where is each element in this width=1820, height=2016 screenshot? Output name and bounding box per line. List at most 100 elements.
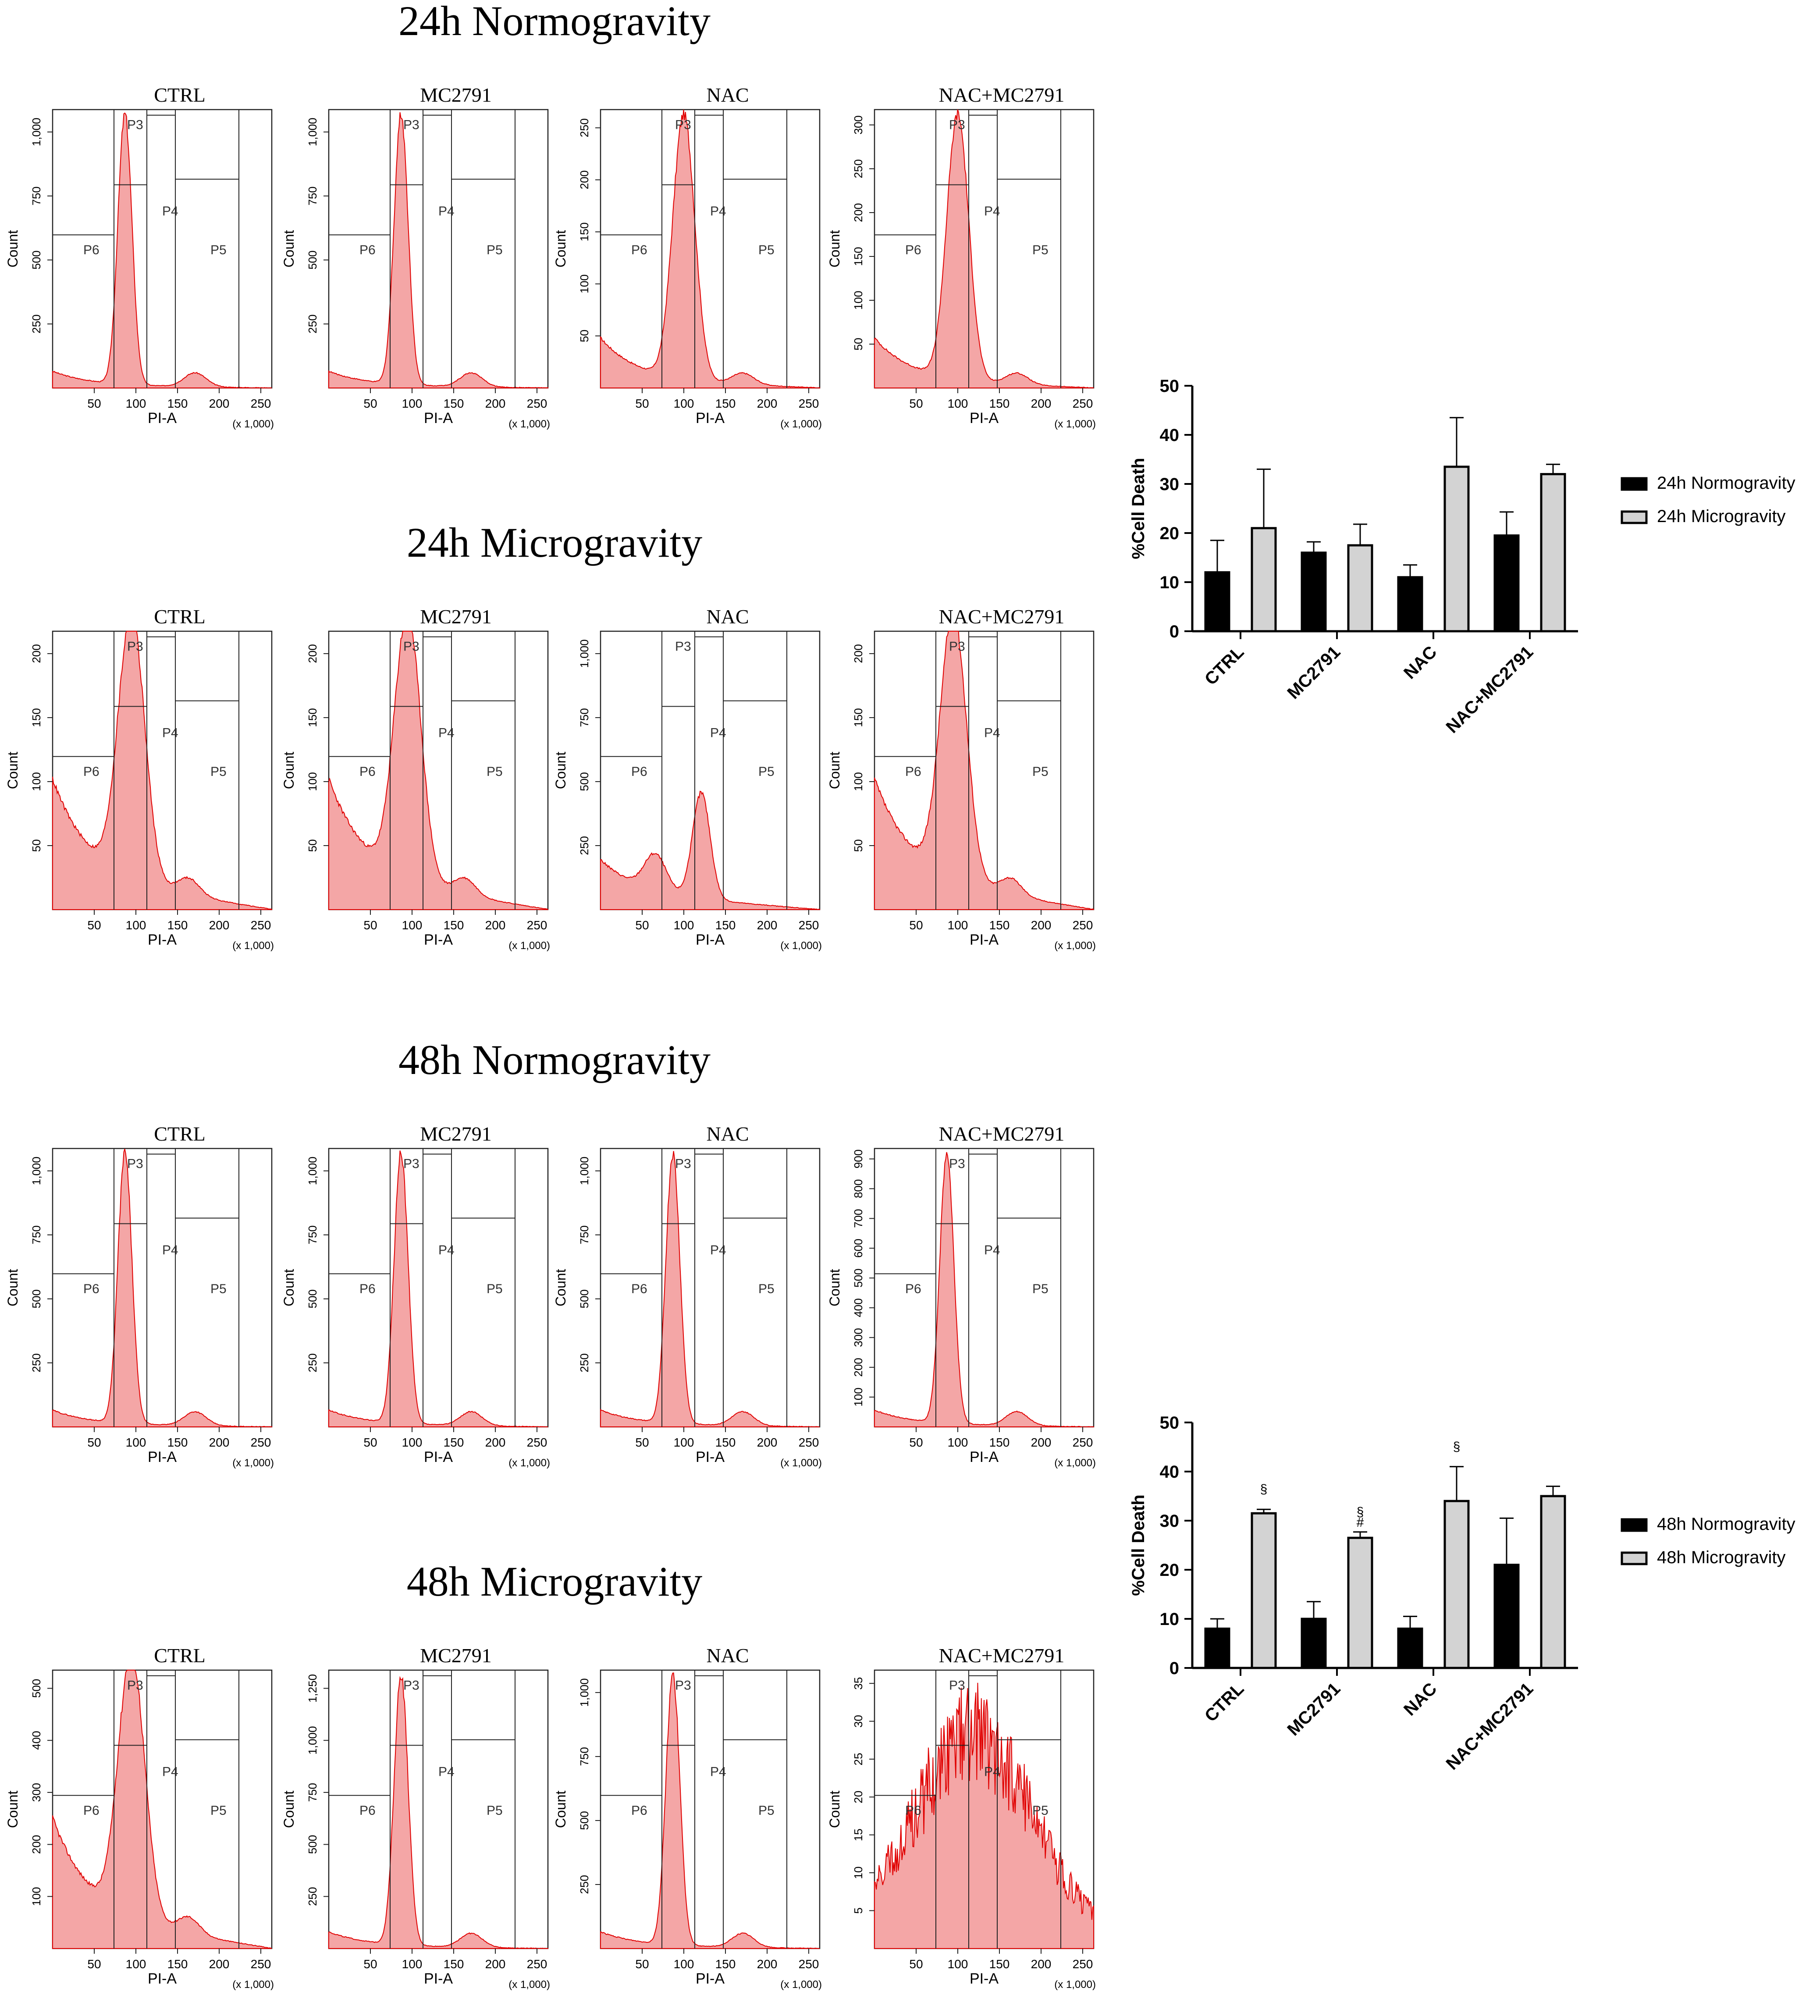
gate-label-p4: P4	[162, 204, 178, 218]
y-tick-label: 50	[30, 839, 43, 852]
x-tick-label: 200	[1031, 918, 1052, 932]
x-tick-label: 50	[87, 397, 101, 410]
gate-label-p6: P6	[359, 764, 376, 779]
x-tick-label: 200	[209, 397, 230, 410]
y-tick-label: 30	[1160, 1511, 1180, 1531]
y-tick-label: 150	[852, 708, 865, 727]
panel-title: CTRL	[154, 1123, 206, 1145]
x-axis-label: PI-A	[970, 1970, 999, 1987]
x-tick-label: 100	[126, 1957, 146, 1971]
y-tick-label: 800	[852, 1179, 865, 1198]
category-label: MC2791	[1283, 642, 1344, 703]
y-tick-label: 20	[852, 1791, 865, 1803]
gate-label-p6: P6	[905, 1282, 921, 1296]
gate-label-p5: P5	[210, 764, 227, 779]
legend-swatch	[1621, 1551, 1648, 1565]
histogram-trace	[600, 109, 820, 389]
histogram-panel-3-0: CTRL P3 P4 P5 P6 50 100 150 200 250 PI-A (x 1,000) 1…	[5, 1644, 274, 1991]
panel-title: MC2791	[420, 605, 492, 628]
y-tick-label: 1,000	[306, 1157, 319, 1185]
gate-label-p4: P4	[162, 1243, 178, 1257]
y-axis-label: %Cell Death	[1129, 1494, 1148, 1596]
x-tick-label: 50	[363, 397, 377, 410]
gate-label-p3: P3	[949, 1156, 965, 1171]
y-tick-label: 150	[852, 247, 865, 266]
gate-label-p6: P6	[359, 1282, 376, 1296]
x-tick-label: 50	[87, 918, 101, 932]
bar-normogravity	[1493, 1564, 1520, 1669]
gate-label-p6: P6	[83, 243, 100, 257]
histogram-trace	[52, 1670, 272, 1949]
y-tick-label: 400	[852, 1298, 865, 1317]
y-tick-label: 50	[1160, 1413, 1180, 1433]
gate-label-p6: P6	[905, 243, 921, 257]
gate-label-p6: P6	[905, 764, 921, 779]
gate-label-p6: P6	[83, 1803, 100, 1818]
x-axis-label: PI-A	[970, 1449, 999, 1465]
x-scale-note: (x 1,000)	[1054, 418, 1096, 430]
bar-chart-1: 0 10 20 30 40 50 %Cell Death CTRL MC2791 NAC NAC+M…	[1129, 1413, 1795, 1774]
x-tick-label: 50	[909, 1957, 923, 1971]
x-tick-label: 50	[909, 918, 923, 932]
gate-label-p3: P3	[675, 1156, 691, 1171]
y-tick-label: 750	[306, 1225, 319, 1244]
histogram-trace	[328, 1150, 548, 1428]
panel-title: NAC+MC2791	[939, 1644, 1065, 1667]
y-axis-label: Count	[5, 1791, 21, 1828]
gate-label-p5: P5	[758, 764, 775, 779]
x-tick-label: 100	[674, 397, 694, 410]
gate-label-p3: P3	[127, 117, 143, 132]
gate-label-p6: P6	[359, 243, 376, 257]
y-tick-label: 200	[30, 1835, 43, 1854]
x-axis-label: PI-A	[424, 1970, 453, 1987]
y-axis-label: Count	[281, 752, 297, 789]
histogram-trace	[328, 112, 548, 389]
category-label: MC2791	[1283, 1679, 1344, 1739]
x-axis-label: PI-A	[148, 410, 177, 427]
y-tick-label: 300	[30, 1783, 43, 1802]
gate-label-p3: P3	[949, 639, 965, 654]
x-tick-label: 50	[635, 1436, 649, 1449]
histogram-panel-3-2: NAC P3 P4 P5 P6 50 100 150 200 250 PI-A (x 1,000) 25…	[553, 1644, 822, 1991]
x-tick-label: 250	[799, 1436, 819, 1449]
y-tick-label: 250	[578, 1875, 591, 1894]
x-tick-label: 250	[1073, 918, 1093, 932]
x-axis-label: PI-A	[148, 1449, 177, 1465]
y-tick-label: 10	[852, 1867, 865, 1879]
x-tick-label: 150	[715, 918, 736, 932]
y-tick-label: 250	[306, 1887, 319, 1906]
histogram-trace	[874, 631, 1094, 910]
histogram-panel-1-3: NAC+MC2791 P3 P4 P5 P6 50 100 150 200 250 PI-A (x 1…	[827, 605, 1096, 952]
significance-mark: #	[1357, 1515, 1364, 1530]
y-tick-label: 750	[306, 1783, 319, 1802]
x-axis-label: PI-A	[424, 932, 453, 948]
y-tick-label: 500	[30, 1679, 43, 1698]
y-tick-label: 250	[578, 118, 591, 137]
y-tick-label: 150	[578, 222, 591, 241]
y-tick-label: 250	[578, 1353, 591, 1372]
y-tick-label: 50	[1160, 377, 1180, 396]
y-axis-label: Count	[827, 1269, 842, 1307]
x-tick-label: 200	[485, 1436, 506, 1449]
y-tick-label: 150	[306, 708, 319, 727]
bar-normogravity	[1301, 1618, 1327, 1669]
histogram-panel-1-0: CTRL P3 P4 P5 P6 50 100 150 200 250 PI-A (x 1,000) 5…	[5, 605, 274, 952]
gate-label-p4: P4	[710, 204, 726, 218]
gate-label-p5: P5	[758, 1803, 775, 1818]
y-tick-label: 500	[30, 250, 43, 269]
x-tick-label: 150	[167, 918, 188, 932]
panel-title: CTRL	[154, 605, 206, 628]
x-scale-note: (x 1,000)	[1054, 1457, 1096, 1469]
x-tick-label: 50	[363, 1957, 377, 1971]
gate-label-p5: P5	[487, 243, 503, 257]
x-tick-label: 150	[715, 1436, 736, 1449]
x-tick-label: 200	[757, 1957, 778, 1971]
histogram-trace	[600, 790, 820, 910]
gate-label-p3: P3	[403, 1156, 419, 1171]
x-axis-label: PI-A	[970, 410, 999, 427]
y-tick-label: 500	[852, 1269, 865, 1287]
histogram-trace	[52, 112, 272, 389]
legend-swatch	[1621, 477, 1648, 491]
x-tick-label: 150	[989, 1436, 1010, 1449]
